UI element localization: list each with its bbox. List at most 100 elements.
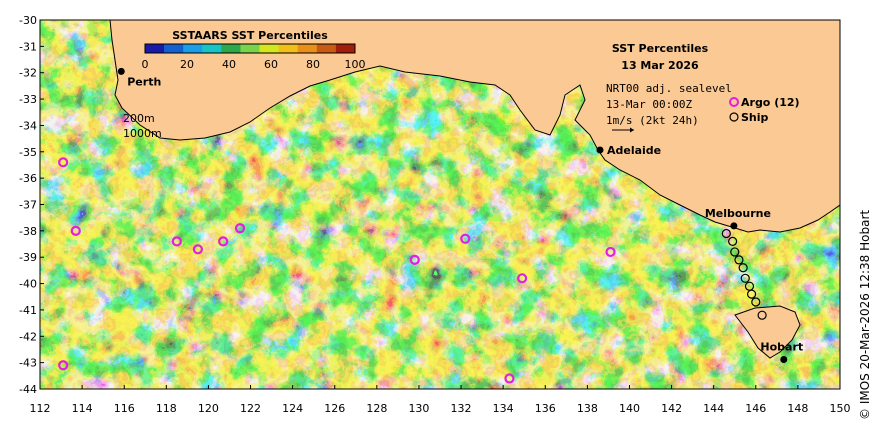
info-vector-scale: 1m/s (2kt 24h) bbox=[606, 114, 699, 127]
city-marker bbox=[596, 146, 604, 154]
colorbar-tick-label: 100 bbox=[345, 58, 366, 71]
colorbar-swatch bbox=[278, 44, 299, 53]
australia-landmass bbox=[40, 20, 840, 233]
x-tick-label: 112 bbox=[30, 402, 51, 415]
colorbar-swatch bbox=[335, 44, 356, 53]
x-tick-label: 134 bbox=[493, 402, 514, 415]
ship-marker bbox=[751, 297, 761, 307]
plot-frame bbox=[39, 19, 841, 390]
info-sealevel: NRT00 adj. sealevel bbox=[606, 82, 732, 95]
credit-label: © IMOS 20-Mar-2026 12:38 Hobart bbox=[858, 209, 872, 420]
y-tick-label: -37 bbox=[19, 199, 37, 212]
ship-marker bbox=[721, 228, 731, 239]
colorbar-tick-label: 40 bbox=[222, 58, 236, 71]
ship-legend-label: Ship bbox=[741, 111, 769, 124]
contour-label-200m: 200m bbox=[123, 112, 155, 125]
colorbar-title: SSTAARS SST Percentiles bbox=[172, 29, 328, 42]
x-tick-label: 132 bbox=[451, 402, 472, 415]
colorbar-swatch bbox=[316, 44, 337, 53]
colorbar-swatch bbox=[221, 44, 241, 53]
x-tick-label: 138 bbox=[577, 402, 598, 415]
argo-marker bbox=[58, 157, 69, 168]
colorbar-tick-label: 20 bbox=[180, 58, 194, 71]
y-tick-label: -30 bbox=[19, 14, 37, 27]
argo-marker bbox=[58, 360, 69, 371]
x-tick-label: 126 bbox=[324, 402, 345, 415]
colorbar-swatch bbox=[183, 44, 203, 53]
x-tick-label: 128 bbox=[366, 402, 387, 415]
colorbar-swatch bbox=[164, 44, 184, 53]
colorbar-border bbox=[144, 43, 356, 54]
colorbar-swatch bbox=[297, 44, 318, 53]
x-tick-label: 122 bbox=[240, 402, 261, 415]
map-date: 13 Mar 2026 bbox=[621, 59, 699, 72]
city-marker bbox=[117, 67, 125, 75]
argo-marker bbox=[460, 233, 471, 244]
argo-marker bbox=[218, 236, 229, 247]
x-tick-label: 146 bbox=[745, 402, 766, 415]
y-tick-label: -42 bbox=[19, 330, 37, 343]
city-label: Perth bbox=[127, 75, 161, 88]
argo-marker bbox=[171, 236, 182, 247]
y-tick-label: -39 bbox=[19, 251, 37, 264]
x-tick-label: 148 bbox=[787, 402, 808, 415]
y-tick-label: -36 bbox=[19, 172, 37, 185]
city-label: Adelaide bbox=[607, 144, 661, 157]
city-marker bbox=[730, 222, 738, 230]
tasmania-landmass bbox=[734, 305, 801, 359]
x-tick-label: 130 bbox=[408, 402, 429, 415]
y-tick-label: -44 bbox=[19, 383, 37, 396]
x-tick-label: 150 bbox=[830, 402, 851, 415]
colorbar-tick-label: 60 bbox=[264, 58, 278, 71]
y-tick-label: -32 bbox=[19, 67, 37, 80]
y-tick-label: -40 bbox=[19, 278, 37, 291]
ship-marker bbox=[740, 273, 750, 283]
y-tick-label: -33 bbox=[19, 93, 37, 106]
y-tick-label: -43 bbox=[19, 357, 37, 370]
x-tick-label: 144 bbox=[703, 402, 724, 415]
argo-marker bbox=[517, 273, 528, 284]
colorbar-swatch bbox=[259, 44, 280, 53]
ship-marker bbox=[734, 255, 744, 265]
contour-label-1000m: 1000m bbox=[123, 127, 162, 140]
argo-marker bbox=[504, 373, 515, 384]
ship-marker bbox=[730, 247, 740, 257]
argo-legend-icon bbox=[729, 97, 739, 107]
colorbar-tick-label: 80 bbox=[306, 58, 320, 71]
y-tick-label: -41 bbox=[19, 304, 37, 317]
argo-marker bbox=[234, 223, 246, 234]
x-tick-label: 114 bbox=[72, 402, 93, 415]
colorbar: 0 20 40 60 80 100 bbox=[142, 43, 366, 71]
ship-marker bbox=[757, 310, 767, 320]
x-tick-label: 118 bbox=[156, 402, 177, 415]
argo-legend-label: Argo (12) bbox=[741, 96, 800, 109]
x-tick-label: 142 bbox=[661, 402, 682, 415]
colorbar-swatch bbox=[202, 44, 222, 53]
ship-marker bbox=[746, 289, 757, 299]
x-tick-label: 124 bbox=[282, 402, 303, 415]
colorbar-swatch bbox=[240, 44, 261, 53]
colorbar-tick-label: 0 bbox=[142, 58, 149, 71]
vector-scale-arrowhead bbox=[630, 127, 634, 133]
colorbar-swatch bbox=[145, 44, 165, 53]
x-tick-label: 136 bbox=[535, 402, 556, 415]
ship-marker bbox=[728, 236, 738, 246]
info-time: 13-Mar 00:00Z bbox=[606, 98, 692, 111]
markers-layer: Perth Adelaide Melbourne Hobart bbox=[58, 67, 803, 384]
city-label: Melbourne bbox=[705, 207, 771, 220]
city-label: Hobart bbox=[760, 340, 803, 353]
argo-marker bbox=[605, 246, 616, 258]
argo-marker bbox=[192, 244, 203, 255]
x-tick-label: 116 bbox=[114, 402, 135, 415]
y-tick-label: -34 bbox=[19, 119, 37, 132]
y-tick-label: -35 bbox=[19, 146, 37, 159]
ship-marker bbox=[738, 263, 748, 273]
city-marker bbox=[780, 355, 788, 363]
x-tick-label: 120 bbox=[198, 402, 219, 415]
map-title: SST Percentiles bbox=[612, 42, 709, 55]
ship-legend-icon bbox=[729, 112, 739, 122]
argo-marker bbox=[70, 225, 81, 236]
y-tick-label: -38 bbox=[19, 225, 37, 238]
axes-layer: 112 114 116 118 120 122 124 126 128 130 132 134 136 1… bbox=[19, 14, 850, 415]
